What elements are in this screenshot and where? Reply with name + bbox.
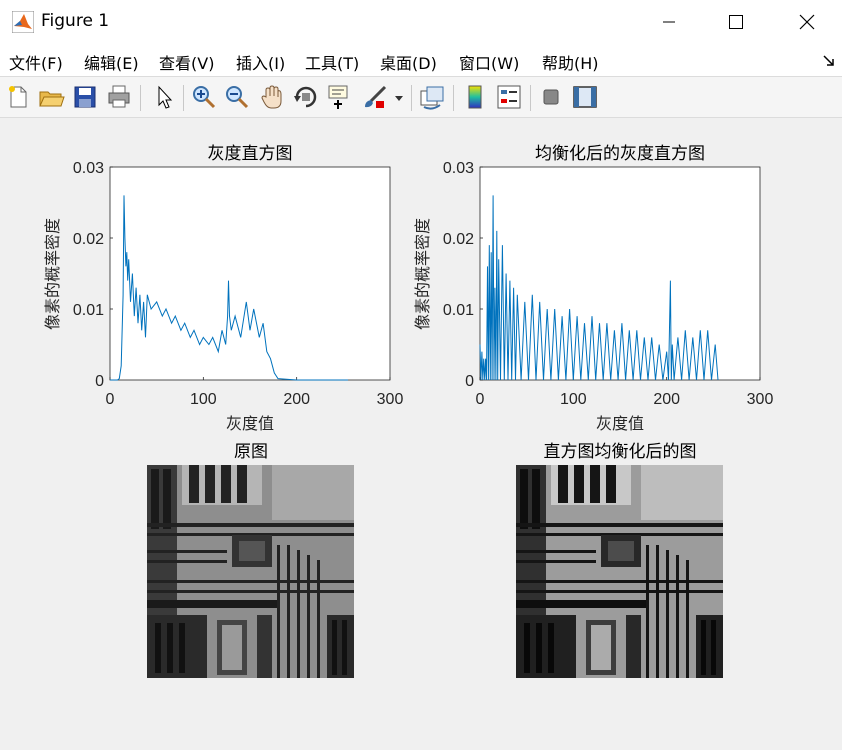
maximize-button[interactable] [706,0,764,44]
equalized-histogram-ylabel: 像素的概率密度 [413,218,432,330]
print-icon[interactable] [105,83,133,111]
equalized-histogram-series [479,195,719,381]
x-tick-label: 0 [476,391,485,408]
y-tick-label: 0 [95,373,104,390]
menu-bar: 文件(F) 编辑(E) 查看(V) 插入(I) 工具(T) 桌面(D) 窗口(W… [0,44,842,76]
y-tick-label: 0 [465,373,474,390]
histogram-title: 灰度直方图 [208,144,293,164]
data-cursor-icon[interactable] [326,83,354,111]
y-tick-label: 0.02 [73,231,104,248]
close-icon [799,14,815,30]
hide-plot-tools-icon[interactable] [537,83,565,111]
menu-desktop[interactable]: 桌面(D) [380,54,437,73]
y-tick-label: 0.01 [73,302,104,319]
link-plot-icon[interactable] [418,83,446,111]
rotate-3d-icon[interactable] [292,83,320,111]
x-tick-label: 100 [190,391,217,408]
dock-arrow-icon[interactable] [822,54,836,68]
equalized-histogram-ticks: 0 100 200 300 0 0.01 0.02 0.03 [443,160,774,408]
x-tick-label: 0 [106,391,115,408]
show-plot-tools-icon[interactable] [571,83,599,111]
toolbar-separator [453,85,454,111]
toolbar-separator [530,85,531,111]
legend-icon[interactable] [495,83,523,111]
minimize-button[interactable] [640,0,698,44]
zoom-in-icon[interactable] [190,83,218,111]
histogram-axes[interactable]: 灰度直方图 灰度值 像素的概率密度 0 100 200 300 0 0.01 0.02 0.0… [43,144,403,433]
menu-tools[interactable]: 工具(T) [305,54,360,73]
toolbar-separator [183,85,184,111]
toolbar-separator [411,85,412,111]
original-image-title: 原图 [234,442,268,462]
histogram-line [110,195,348,381]
equalized-image-title: 直方图均衡化后的图 [544,442,697,462]
minimize-icon [663,21,675,23]
histogram-ylabel: 像素的概率密度 [43,218,62,330]
pan-hand-icon[interactable] [258,83,286,111]
colorbar-icon[interactable] [461,83,489,111]
histogram-xlabel: 灰度值 [226,414,274,433]
y-tick-label: 0.03 [443,160,474,177]
y-tick-label: 0.01 [443,302,474,319]
y-tick-label: 0.03 [73,160,104,177]
y-tick-label: 0.02 [443,231,474,248]
equalized-image[interactable] [516,465,723,678]
histogram-series [110,195,348,381]
x-tick-label: 200 [653,391,680,408]
open-file-icon[interactable] [37,83,65,111]
save-icon[interactable] [71,83,99,111]
toolbar-separator [140,85,141,111]
matlab-logo-icon [12,11,34,33]
figure-axes-layer: 灰度直方图 灰度值 像素的概率密度 0 100 200 300 0 0.01 0.02 0.0… [43,144,773,678]
menu-help[interactable]: 帮助(H) [542,54,599,73]
brush-icon[interactable] [361,83,389,111]
title-bar: Figure 1 [0,0,842,44]
window-title: Figure 1 [41,11,110,31]
new-figure-icon[interactable] [4,83,32,111]
x-tick-label: 100 [560,391,587,408]
original-image[interactable] [147,465,354,678]
menu-file[interactable]: 文件(F) [9,54,63,73]
brush-dropdown-chevron-down-icon[interactable] [392,83,406,111]
equalized-histogram-title: 均衡化后的灰度直方图 [535,144,705,164]
menu-view[interactable]: 查看(V) [159,54,215,73]
menu-edit[interactable]: 编辑(E) [84,54,139,73]
x-tick-label: 200 [283,391,310,408]
x-tick-label: 300 [747,391,774,408]
equalized-histogram-xlabel: 灰度值 [596,414,644,433]
histogram-line [479,195,719,381]
maximize-icon [729,15,743,29]
figure-canvas: 灰度直方图 灰度值 像素的概率密度 0 100 200 300 0 0.01 0.02 0.0… [0,119,842,750]
equalized-histogram-axes[interactable]: 均衡化后的灰度直方图 灰度值 像素的概率密度 0 100 200 300 0 0.01 0.… [413,144,773,433]
toolbar [0,76,842,118]
x-tick-label: 300 [377,391,404,408]
menu-insert[interactable]: 插入(I) [236,54,286,73]
zoom-out-icon[interactable] [223,83,251,111]
close-button[interactable] [778,0,836,44]
histogram-ticks: 0 100 200 300 0 0.01 0.02 0.03 [73,160,404,408]
menu-window[interactable]: 窗口(W) [459,54,520,73]
select-pointer-icon[interactable] [150,83,178,111]
